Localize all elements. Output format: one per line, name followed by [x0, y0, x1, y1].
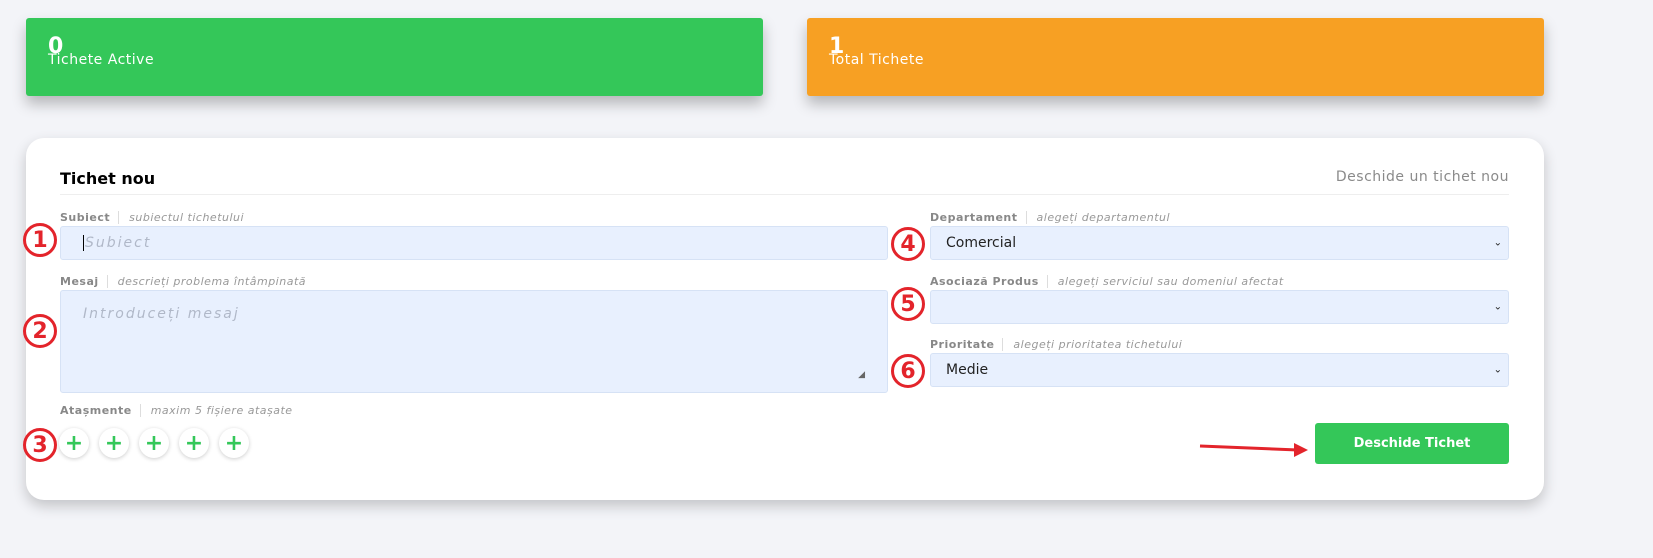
- message-label: Mesaj descrieți problema întâmpinată: [60, 275, 306, 288]
- divider: [60, 194, 1509, 195]
- add-attachment-button[interactable]: +: [179, 428, 209, 458]
- chevron-down-icon: ⌄: [1493, 301, 1502, 313]
- annotation-badge: 3: [23, 428, 57, 462]
- annotation-badge: 5: [891, 287, 925, 321]
- annotation-badge: 1: [23, 223, 57, 257]
- product-select[interactable]: ⌄: [930, 290, 1509, 324]
- card-title: Tichet nou: [60, 169, 156, 188]
- add-attachment-button[interactable]: +: [99, 428, 129, 458]
- stat-value: 1: [829, 34, 845, 59]
- chevron-down-icon: ⌄: [1493, 237, 1502, 249]
- chevron-down-icon: ⌄: [1493, 364, 1502, 376]
- stat-label: Total Tichete: [829, 52, 924, 68]
- priority-label: Prioritate alegeți prioritatea tichetului: [930, 338, 1183, 351]
- annotation-badge: 4: [891, 227, 925, 261]
- resize-handle-icon[interactable]: ◢: [858, 370, 865, 380]
- subject-label: Subiect subiectul tichetului: [60, 211, 245, 224]
- department-select[interactable]: Comercial ⌄: [930, 226, 1509, 260]
- annotation-badge: 6: [891, 354, 925, 388]
- card-subtitle: Deschide un tichet nou: [1335, 169, 1509, 185]
- stat-value: 0: [48, 34, 64, 59]
- message-textarea[interactable]: Introduceți mesaj ◢: [60, 290, 888, 393]
- arrow-annotation-icon: [1199, 443, 1308, 457]
- add-attachment-button[interactable]: +: [59, 428, 89, 458]
- stat-total-tickets: 1 Total Tichete: [807, 18, 1544, 96]
- new-ticket-card: Tichet nou Deschide un tichet nou Subiec…: [26, 138, 1544, 500]
- department-label: Departament alegeți departamentul: [930, 211, 1171, 224]
- open-ticket-button[interactable]: Deschide Tichet: [1315, 423, 1509, 464]
- annotation-badge: 2: [23, 314, 57, 348]
- stat-active-tickets: 0 Tichete Active: [26, 18, 763, 96]
- add-attachment-button[interactable]: +: [219, 428, 249, 458]
- subject-input[interactable]: Subiect: [60, 226, 888, 260]
- attachments-label: Atașmente maxim 5 fișiere atașate: [60, 404, 293, 417]
- stat-label: Tichete Active: [48, 52, 155, 68]
- priority-select[interactable]: Medie ⌄: [930, 353, 1509, 387]
- product-label: Asociază Produs alegeți serviciul sau dom…: [930, 275, 1284, 288]
- add-attachment-button[interactable]: +: [139, 428, 169, 458]
